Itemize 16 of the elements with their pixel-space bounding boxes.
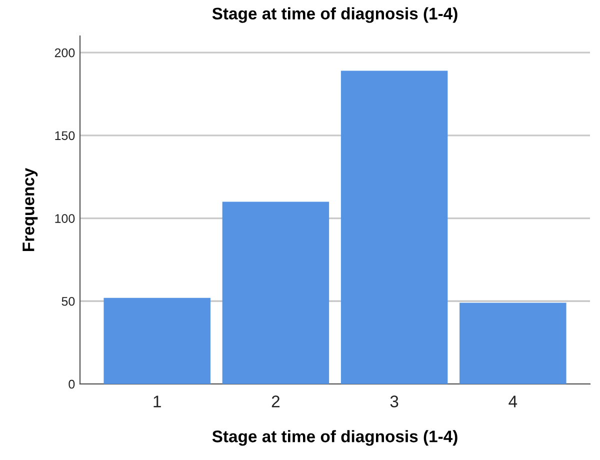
x-tick-label: 3: [390, 396, 398, 408]
y-tick-label: 100: [55, 214, 75, 223]
x-axis-title: Stage at time of diagnosis (1-4): [212, 430, 458, 446]
chart-title: Stage at time of diagnosis (1-4): [212, 7, 458, 23]
y-tick-label: 200: [54, 48, 75, 58]
bar: [340, 70, 448, 384]
y-tick-label: 50: [62, 296, 75, 306]
y-axis-title: Frequency: [22, 168, 38, 252]
y-tick-label: 0: [68, 380, 75, 389]
y-tick-label: 150: [55, 131, 75, 140]
bar: [222, 202, 330, 384]
x-tick-label: 4: [508, 396, 518, 408]
x-tick-label: 2: [272, 396, 280, 408]
bar: [104, 298, 210, 384]
x-tick-label: 1: [154, 396, 161, 408]
bar: [460, 302, 566, 384]
